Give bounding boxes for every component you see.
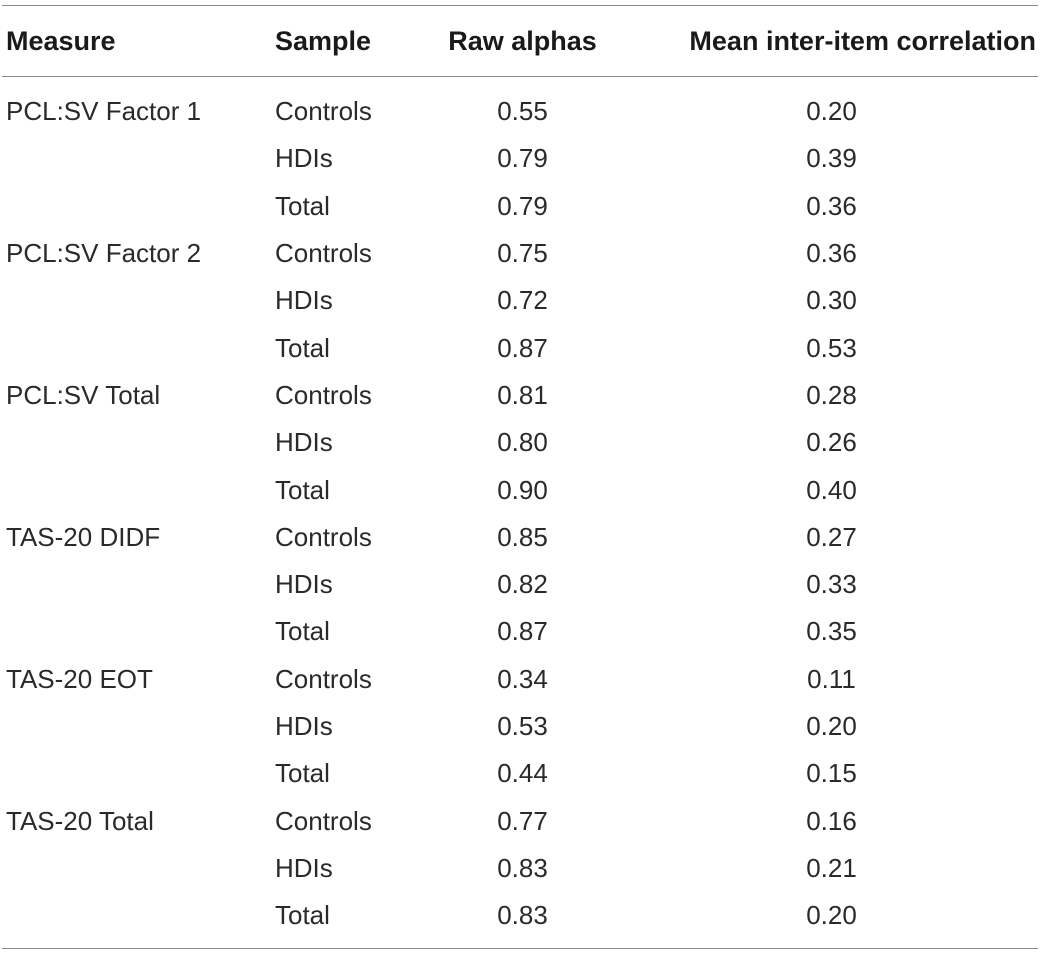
measure-cell: PCL:SV Factor 2 [6, 238, 202, 269]
table-row: Total 0.87 0.53 [2, 324, 1038, 371]
raw-alpha-cell: 0.81 [497, 379, 548, 410]
table-row: HDIs 0.72 0.30 [2, 277, 1038, 324]
table-row: Total 0.90 0.40 [2, 466, 1038, 513]
table-row: HDIs 0.83 0.21 [2, 845, 1038, 892]
sample-cell: Total [275, 332, 330, 363]
mean-correlation-cell: 0.53 [806, 332, 857, 363]
raw-alpha-cell: 0.55 [497, 96, 548, 127]
table-row: PCL:SV Total Controls 0.81 0.28 [2, 372, 1038, 419]
table-row: HDIs 0.79 0.39 [2, 135, 1038, 182]
raw-alpha-cell: 0.90 [497, 474, 548, 505]
raw-alpha-cell: 0.82 [497, 569, 548, 600]
top-rule [2, 5, 1038, 6]
header-sample: Sample [275, 25, 372, 56]
measure-cell: TAS-20 EOT [6, 663, 153, 694]
table-row: Total 0.87 0.35 [2, 608, 1038, 655]
mean-correlation-cell: 0.11 [807, 663, 856, 694]
table-row: HDIs 0.82 0.33 [2, 561, 1038, 608]
raw-alpha-cell: 0.85 [497, 521, 548, 552]
raw-alpha-cell: 0.79 [497, 190, 548, 221]
mean-correlation-cell: 0.30 [806, 285, 857, 316]
sample-cell: HDIs [275, 427, 333, 458]
table-row: PCL:SV Factor 1 Controls 0.55 0.20 [2, 88, 1038, 135]
sample-cell: Controls [275, 521, 372, 552]
mean-correlation-cell: 0.40 [806, 474, 857, 505]
mean-correlation-cell: 0.20 [806, 96, 857, 127]
sample-cell: Total [275, 616, 330, 647]
measure-cell: TAS-20 Total [6, 805, 154, 836]
table-row: HDIs 0.53 0.20 [2, 703, 1038, 750]
table-row: TAS-20 EOT Controls 0.34 0.11 [2, 656, 1038, 703]
mean-correlation-cell: 0.27 [806, 521, 857, 552]
table-row: Total 0.44 0.15 [2, 750, 1038, 797]
sample-cell: HDIs [275, 852, 333, 883]
table-row: PCL:SV Factor 2 Controls 0.75 0.36 [2, 230, 1038, 277]
sample-cell: Controls [275, 96, 372, 127]
mean-correlation-cell: 0.26 [806, 427, 857, 458]
raw-alpha-cell: 0.87 [497, 616, 548, 647]
mean-correlation-cell: 0.36 [806, 190, 857, 221]
table-header: Measure Sample Raw alphas Mean inter-ite… [2, 6, 1038, 76]
raw-alpha-cell: 0.53 [497, 711, 548, 741]
raw-alpha-cell: 0.83 [497, 900, 548, 931]
raw-alpha-cell: 0.77 [497, 805, 548, 836]
header-mean-inter-item-correlation: Mean inter-item correlation [689, 25, 1036, 56]
header-measure: Measure [6, 25, 116, 56]
mean-correlation-cell: 0.35 [806, 616, 857, 647]
table-row: TAS-20 Total Controls 0.77 0.16 [2, 797, 1038, 844]
raw-alpha-cell: 0.44 [497, 758, 548, 789]
mean-correlation-cell: 0.20 [806, 900, 857, 931]
sample-cell: Controls [275, 663, 372, 694]
mean-correlation-cell: 0.15 [806, 758, 857, 789]
raw-alpha-cell: 0.72 [497, 285, 548, 316]
sample-cell: HDIs [275, 711, 333, 741]
table-body: PCL:SV Factor 1 Controls 0.55 0.20 HDIs 0.79 0… [2, 77, 1038, 948]
table-row: HDIs 0.80 0.26 [2, 419, 1038, 466]
table-row: TAS-20 DIDF Controls 0.85 0.27 [2, 514, 1038, 561]
sample-cell: Total [275, 474, 330, 505]
mean-correlation-cell: 0.20 [806, 711, 857, 741]
raw-alpha-cell: 0.87 [497, 332, 548, 363]
mean-correlation-cell: 0.33 [806, 569, 857, 600]
measure-cell: PCL:SV Factor 1 [6, 96, 202, 127]
sample-cell: Controls [275, 805, 372, 836]
sample-cell: HDIs [275, 285, 333, 316]
sample-cell: Total [275, 758, 330, 789]
raw-alpha-cell: 0.80 [497, 427, 548, 458]
measure-cell: PCL:SV Total [6, 379, 161, 410]
header-raw-alphas: Raw alphas [448, 25, 597, 56]
header-rule [2, 76, 1038, 77]
mean-correlation-cell: 0.36 [806, 238, 857, 269]
mean-correlation-cell: 0.39 [806, 143, 857, 174]
table-row: Total 0.79 0.36 [2, 183, 1038, 230]
mean-correlation-cell: 0.16 [806, 805, 857, 836]
sample-cell: Total [275, 900, 330, 931]
sample-cell: HDIs [275, 143, 333, 174]
raw-alpha-cell: 0.34 [497, 663, 548, 694]
sample-cell: HDIs [275, 569, 333, 600]
sample-cell: Controls [275, 238, 372, 269]
bottom-rule [2, 948, 1038, 950]
measure-cell: TAS-20 DIDF [6, 521, 161, 552]
table-row: Total 0.83 0.20 [2, 892, 1038, 939]
sample-cell: Controls [275, 379, 372, 410]
sample-cell: Total [275, 190, 330, 221]
raw-alpha-cell: 0.75 [497, 238, 548, 269]
raw-alpha-cell: 0.83 [497, 852, 548, 883]
mean-correlation-cell: 0.21 [806, 852, 857, 883]
mean-correlation-cell: 0.28 [806, 379, 857, 410]
raw-alpha-cell: 0.79 [497, 143, 548, 174]
